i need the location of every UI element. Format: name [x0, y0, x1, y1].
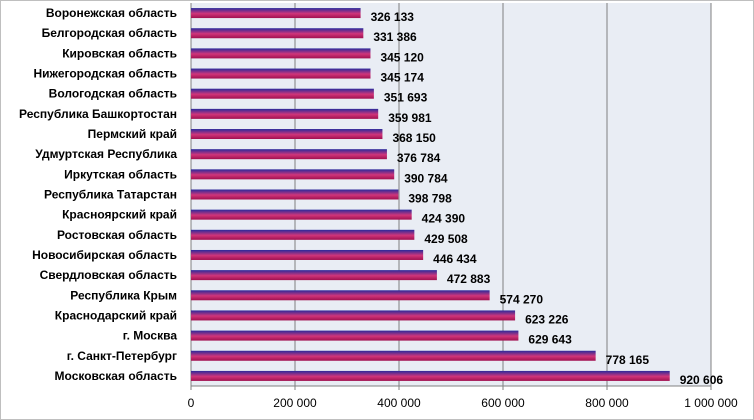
- bar: [191, 8, 361, 19]
- bar: [191, 88, 374, 99]
- x-tick-label: 800 000: [585, 396, 629, 410]
- value-label: 574 270: [500, 292, 544, 306]
- bar: [191, 209, 412, 220]
- value-label: 398 798: [408, 192, 452, 206]
- value-labels: 326 133 331 386 345 120 345 174 351 693 359 9…: [371, 10, 724, 387]
- bar: [191, 48, 371, 59]
- bar: [191, 108, 379, 119]
- category-label: Республика Татарстан: [44, 188, 177, 202]
- category-label: Новосибирская область: [32, 248, 177, 262]
- bar: [191, 68, 371, 79]
- value-label: 351 693: [384, 91, 428, 105]
- value-label: 424 390: [422, 212, 466, 226]
- value-label: 368 150: [392, 131, 436, 145]
- value-label: 390 784: [404, 171, 448, 185]
- x-tick-label: 0: [188, 396, 195, 410]
- bar: [191, 270, 437, 281]
- value-label: 472 883: [447, 272, 491, 286]
- bar: [191, 149, 387, 160]
- category-label: Республика Крым: [70, 288, 177, 302]
- x-tick-label: 1 000 000: [684, 396, 738, 410]
- category-label: Иркутская область: [64, 167, 177, 181]
- value-label: 778 165: [606, 353, 650, 367]
- bar: [191, 229, 415, 240]
- value-label: 345 120: [380, 50, 424, 64]
- bar: [191, 330, 519, 341]
- bar: [191, 28, 364, 39]
- value-label: 446 434: [433, 252, 477, 266]
- bar: [191, 249, 424, 260]
- category-label: Кировская область: [62, 46, 177, 60]
- x-axis: 0 200 000 400 000 600 000 800 000 1 000 000: [188, 386, 738, 410]
- category-labels: Воронежская область Белгородская область К…: [19, 6, 177, 383]
- value-label: 429 508: [424, 232, 468, 246]
- bar: [191, 310, 516, 321]
- value-label: 359 981: [388, 111, 432, 125]
- bar: [191, 129, 383, 140]
- value-label: 376 784: [397, 151, 441, 165]
- value-label: 331 386: [373, 30, 417, 44]
- x-tick-label: 400 000: [377, 396, 421, 410]
- category-label: Свердловская область: [40, 268, 177, 282]
- value-label: 345 174: [380, 71, 424, 85]
- category-label: Белгородская область: [42, 26, 177, 40]
- value-label: 920 606: [680, 373, 724, 387]
- bar: [191, 350, 596, 361]
- bar: [191, 169, 395, 180]
- category-label: Нижегородская область: [33, 67, 177, 81]
- category-label: Московская область: [55, 369, 177, 383]
- value-label: 326 133: [371, 10, 415, 24]
- x-tick-label: 200 000: [273, 396, 317, 410]
- value-label: 629 643: [528, 333, 572, 347]
- bar: [191, 290, 490, 301]
- category-label: Вологодская область: [49, 87, 177, 101]
- category-label: Красноярский край: [62, 208, 177, 222]
- category-label: Ростовская область: [57, 228, 177, 242]
- category-label: г. Санкт-Петербург: [67, 349, 177, 363]
- category-label: Удмуртская Республика: [35, 147, 177, 161]
- category-label: Воронежская область: [46, 6, 177, 20]
- category-label: Пермский край: [88, 127, 177, 141]
- value-label: 623 226: [525, 312, 569, 326]
- category-label: г. Москва: [123, 329, 178, 343]
- category-label: Республика Башкортостан: [19, 107, 177, 121]
- bars: [191, 8, 670, 381]
- category-label: Краснодарский край: [55, 308, 177, 322]
- x-tick-label: 600 000: [481, 396, 525, 410]
- bar: [191, 189, 399, 200]
- bar: [191, 370, 670, 381]
